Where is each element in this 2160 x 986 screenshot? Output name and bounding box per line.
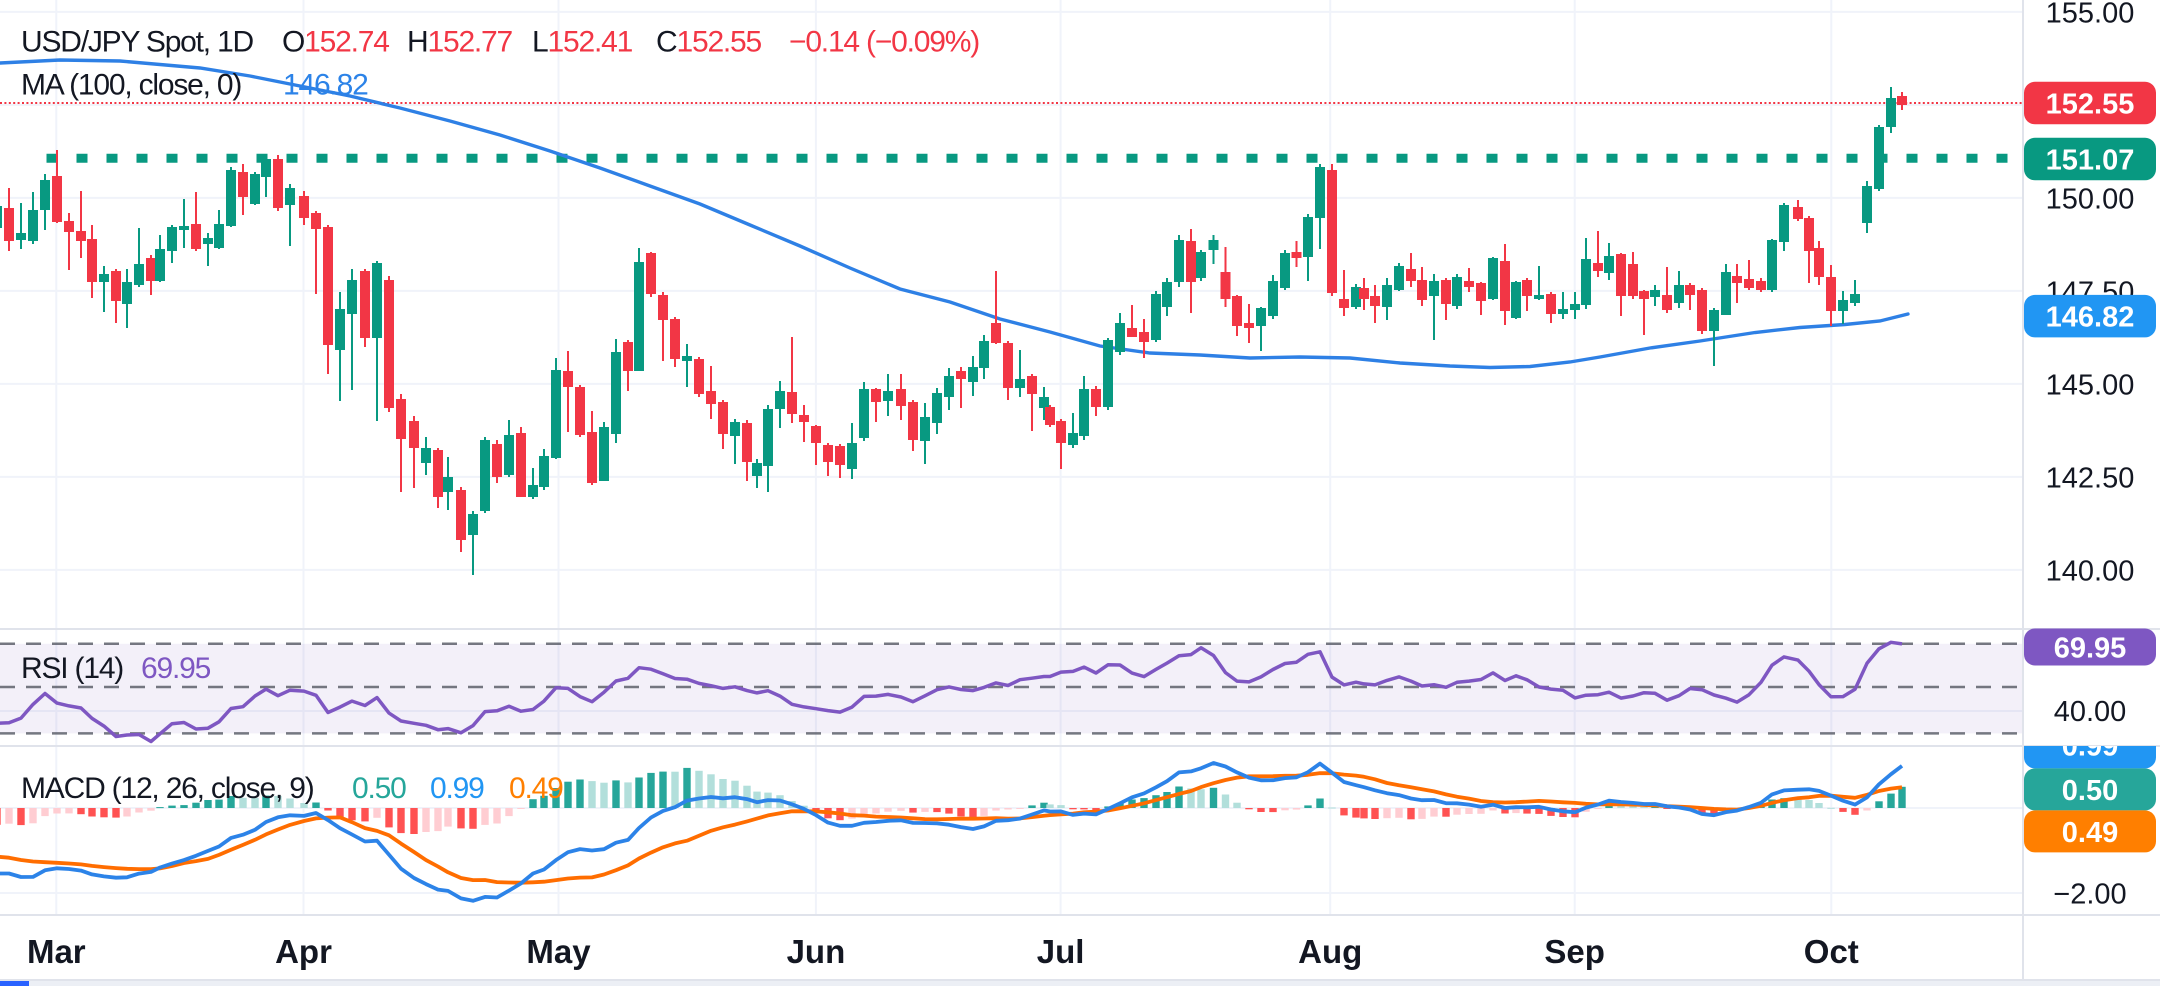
svg-text:USD/JPY Spot, 1D: USD/JPY Spot, 1D xyxy=(21,26,254,59)
svg-text:40.00: 40.00 xyxy=(2054,696,2127,728)
svg-text:146.82: 146.82 xyxy=(2046,302,2135,334)
svg-text:H152.77: H152.77 xyxy=(407,26,513,59)
svg-text:145.00: 145.00 xyxy=(2046,370,2135,402)
svg-text:140.00: 140.00 xyxy=(2046,556,2135,588)
svg-text:151.07: 151.07 xyxy=(2046,145,2135,177)
svg-text:−0.14 (−0.09%): −0.14 (−0.09%) xyxy=(789,26,979,59)
svg-text:152.55: 152.55 xyxy=(2046,89,2135,121)
svg-text:−2.00: −2.00 xyxy=(2053,879,2126,911)
svg-text:69.95: 69.95 xyxy=(141,652,211,685)
svg-text:0.50: 0.50 xyxy=(352,772,406,805)
svg-text:Sep: Sep xyxy=(1544,933,1605,970)
svg-text:May: May xyxy=(526,933,591,970)
svg-text:Jun: Jun xyxy=(787,933,846,970)
svg-text:0.99: 0.99 xyxy=(2062,730,2118,762)
svg-text:L152.41: L152.41 xyxy=(532,26,633,59)
svg-text:150.00: 150.00 xyxy=(2046,184,2135,216)
svg-text:Oct: Oct xyxy=(1804,933,1859,970)
svg-text:Apr: Apr xyxy=(275,933,332,970)
svg-text:RSI (14): RSI (14) xyxy=(21,652,123,685)
svg-text:Aug: Aug xyxy=(1298,933,1362,970)
svg-text:146.82: 146.82 xyxy=(283,69,368,102)
svg-text:MA (100, close, 0): MA (100, close, 0) xyxy=(21,69,241,102)
svg-text:69.95: 69.95 xyxy=(2054,633,2127,665)
svg-text:Mar: Mar xyxy=(27,933,86,970)
svg-text:0.99: 0.99 xyxy=(430,772,484,805)
svg-text:C152.55: C152.55 xyxy=(656,26,762,59)
svg-text:MACD (12, 26, close, 9): MACD (12, 26, close, 9) xyxy=(21,772,314,805)
svg-text:155.00: 155.00 xyxy=(2046,0,2135,30)
svg-text:0.50: 0.50 xyxy=(2062,775,2118,807)
svg-text:Jul: Jul xyxy=(1037,933,1085,970)
svg-text:142.50: 142.50 xyxy=(2046,463,2135,495)
svg-text:O152.74: O152.74 xyxy=(282,26,389,59)
svg-text:0.49: 0.49 xyxy=(509,772,563,805)
svg-text:0.49: 0.49 xyxy=(2062,817,2118,849)
